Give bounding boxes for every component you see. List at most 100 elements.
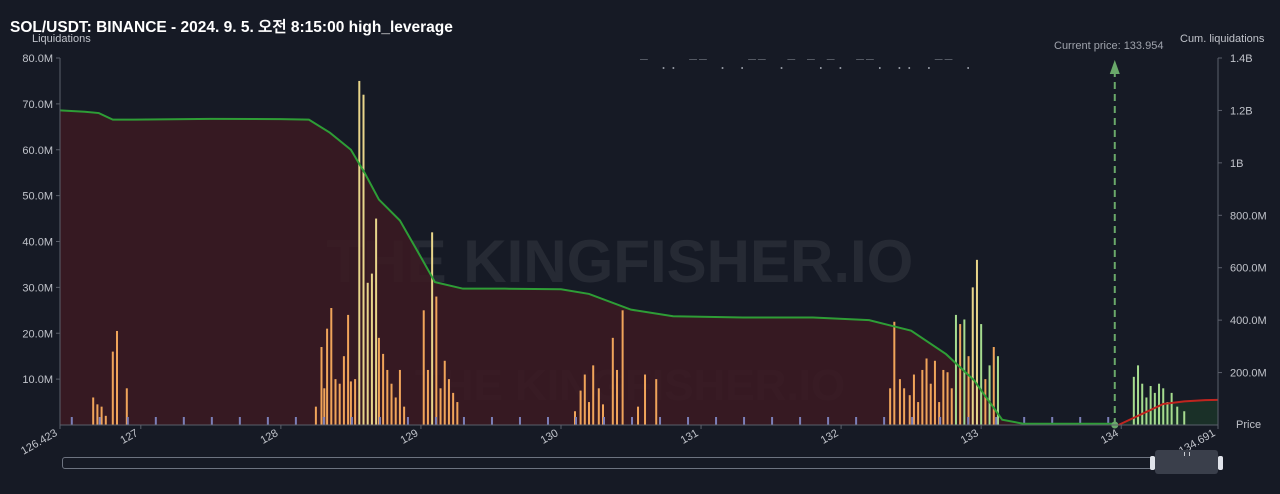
liquidation-bar	[116, 330, 119, 425]
liquidation-bar	[330, 308, 333, 425]
liquidation-bar	[946, 372, 949, 425]
liquidation-bar	[386, 369, 389, 425]
liquidation-bar	[959, 324, 962, 425]
liquidation-bar	[908, 395, 911, 425]
liquidation-bar	[616, 369, 619, 425]
volume-bar	[546, 417, 549, 425]
liquidation-bar	[377, 337, 380, 425]
liquidation-bar	[314, 406, 317, 425]
liquidation-bar	[1183, 411, 1186, 425]
liquidation-bar	[893, 321, 896, 425]
liquidation-bar	[104, 415, 107, 425]
liquidation-bar	[644, 374, 647, 425]
y-right-tick-label: 200.0M	[1230, 368, 1267, 380]
liquidation-bar	[403, 406, 406, 425]
liquidation-bar	[611, 337, 614, 425]
liquidation-bar	[92, 397, 95, 425]
volume-bar	[322, 417, 325, 425]
liquidation-bar	[975, 259, 978, 425]
y-left-tick-label: 30.0M	[22, 282, 53, 294]
liquidation-bar	[925, 358, 928, 425]
liquidation-bar	[967, 356, 970, 425]
y-right-tick-label: 600.0M	[1230, 263, 1267, 275]
volume-bar	[855, 417, 858, 425]
right-axis-caption: Cum. liquidations	[1180, 33, 1265, 45]
loading-dots: ‾ .. ‾‾ . .‾‾ .‾ ‾.‾. ‾‾. .. .‾‾ .	[640, 58, 975, 73]
volume-bar	[1051, 417, 1054, 425]
x-tick-label: 128	[258, 427, 280, 447]
liquidation-bar	[592, 365, 595, 425]
liquidation-bar	[950, 388, 953, 425]
liquidation-bar	[100, 406, 103, 425]
y-left-tick-label: 40.0M	[22, 237, 53, 249]
scrollbar-right-handle[interactable]	[1218, 456, 1223, 470]
liquidation-bar	[323, 388, 326, 425]
liquidation-bar	[398, 369, 401, 425]
volume-bar	[154, 417, 157, 425]
time-range-scrollbar[interactable]	[62, 457, 1223, 469]
liquidation-bar	[1166, 402, 1169, 425]
volume-bar	[799, 417, 802, 425]
volume-bar	[603, 417, 606, 425]
liquidation-bar	[96, 404, 99, 425]
liquidation-bar	[354, 379, 357, 425]
liquidation-bar	[912, 374, 915, 425]
volume-bar	[350, 417, 353, 425]
x-tick-label: 130	[539, 427, 561, 447]
volume-bar	[574, 417, 577, 425]
y-left-tick-label: 20.0M	[22, 328, 53, 340]
liquidation-bar	[111, 351, 114, 425]
liquidation-bar	[1137, 365, 1140, 425]
y-left-tick-label: 60.0M	[22, 145, 53, 157]
y-left-tick-label: 50.0M	[22, 191, 53, 203]
liquidation-bar	[980, 324, 983, 425]
liquidation-bar	[382, 353, 385, 425]
liquidation-bar	[984, 379, 987, 425]
x-tick-label: 132	[819, 427, 841, 447]
liquidation-bar	[443, 360, 446, 425]
liquidation-bar	[637, 406, 640, 425]
volume-bar	[294, 417, 297, 425]
liquidation-bar	[456, 402, 459, 425]
liquidation-bar	[1141, 383, 1144, 425]
liquidation-bar	[366, 282, 369, 425]
liquidation-bar	[1158, 383, 1161, 425]
y-right-tick-label: 1B	[1230, 158, 1243, 170]
liquidation-bar	[579, 390, 582, 425]
scrollbar-thumb[interactable]	[1155, 450, 1218, 474]
liquidation-bar	[447, 379, 450, 425]
liquidation-bar	[942, 369, 945, 425]
x-tick-label: 126.423	[19, 427, 59, 457]
liquidation-bar	[422, 310, 425, 425]
current-price-arrow-icon	[1109, 60, 1120, 74]
x-tick-label: 134	[1099, 427, 1121, 447]
liquidation-bar	[1162, 388, 1165, 425]
y-left-tick-label: 80.0M	[22, 53, 53, 65]
liquidation-bar	[452, 392, 455, 425]
liquidation-bar	[1176, 406, 1179, 425]
left-axis-caption: Liquidations	[32, 33, 91, 45]
liquidation-bar	[938, 402, 941, 425]
liquidation-bar	[929, 383, 932, 425]
liquidation-bar	[435, 296, 438, 425]
cum-short-area	[60, 110, 1115, 425]
volume-bar	[659, 417, 662, 425]
liquidation-bar	[1149, 386, 1152, 425]
current-price-label: Current price: 133.954	[1054, 40, 1164, 52]
liquidation-bar	[1132, 376, 1135, 425]
volume-bar	[911, 417, 914, 425]
liquidation-bar	[326, 328, 329, 425]
y-left-tick-label: 10.0M	[22, 374, 53, 386]
volume-bar	[406, 417, 409, 425]
volume-bar	[1079, 417, 1082, 425]
volume-bar	[182, 417, 185, 425]
volume-bar	[827, 417, 830, 425]
x-tick-label: 131	[679, 427, 701, 447]
liquidation-bar	[431, 232, 434, 425]
liquidation-bar	[1170, 392, 1173, 425]
liquidation-bar	[320, 347, 323, 425]
scrollbar-left-handle[interactable]	[1150, 456, 1155, 470]
liquidation-bar	[390, 383, 393, 425]
liquidation-bar	[992, 347, 995, 425]
